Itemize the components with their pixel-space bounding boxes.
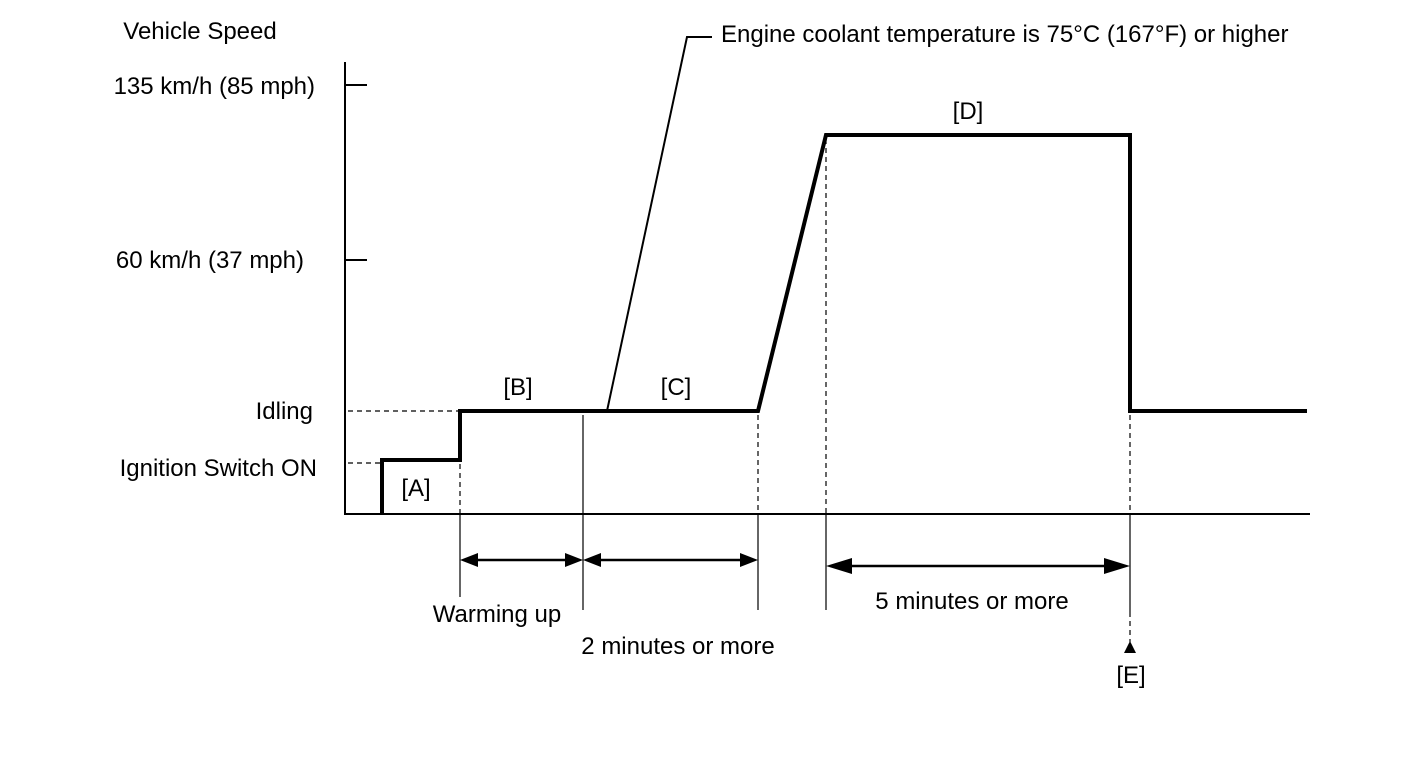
five-minutes-arrow	[826, 558, 1130, 574]
level-label-60: 60 km/h (37 mph)	[116, 247, 304, 274]
coolant-leader-line	[606, 36, 712, 412]
phase-label-e: [E]	[1116, 662, 1145, 689]
phase-label-a: [A]	[401, 475, 430, 502]
marker-e-arrowhead	[1124, 641, 1136, 653]
level-label-idling: Idling	[256, 398, 313, 425]
interval-label-two-minutes: 2 minutes or more	[581, 633, 774, 660]
level-label-135: 135 km/h (85 mph)	[114, 73, 315, 100]
phase-label-b: [B]	[503, 374, 532, 401]
level-label-ignition: Ignition Switch ON	[120, 455, 317, 482]
warming-up-arrow	[460, 553, 583, 567]
phase-label-c: [C]	[661, 374, 692, 401]
coolant-annotation: Engine coolant temperature is 75°C (167°…	[721, 21, 1289, 48]
speed-profile-line	[380, 133, 1307, 514]
phase-label-d: [D]	[953, 98, 984, 125]
two-minutes-arrow	[583, 553, 758, 567]
interval-label-five-minutes: 5 minutes or more	[875, 588, 1068, 615]
y-axis-title: Vehicle Speed	[123, 18, 276, 45]
interval-label-warming-up: Warming up	[433, 601, 561, 628]
